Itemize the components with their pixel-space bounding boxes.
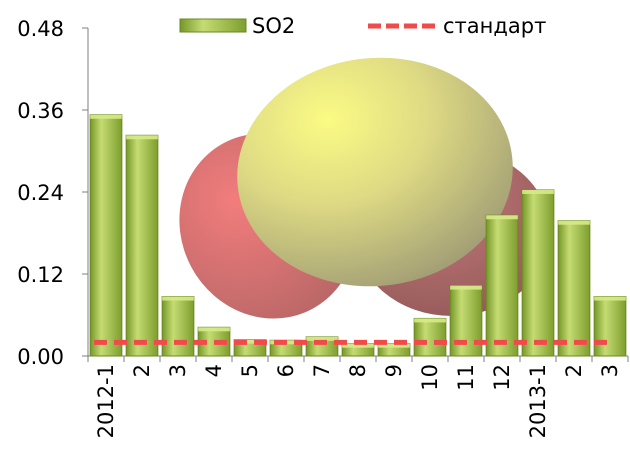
x-tick-label: 11 xyxy=(454,364,478,391)
x-tick-label: 2 xyxy=(130,364,154,377)
so2-bar-top xyxy=(378,343,410,348)
so2-bar-top xyxy=(486,215,518,220)
so2-bar-top xyxy=(558,220,590,225)
so2-bar xyxy=(485,214,519,357)
legend-label-standard: стандарт xyxy=(443,14,546,38)
legend-swatch-so2 xyxy=(179,18,247,33)
so2-bar-top xyxy=(522,189,554,194)
y-tick-label: 0.24 xyxy=(17,181,64,205)
so2-bar xyxy=(125,134,159,357)
x-tick-label: 2013-1 xyxy=(526,364,550,438)
so2-bar-top xyxy=(198,327,230,332)
so2-bar xyxy=(89,114,123,357)
so2-bar-top xyxy=(450,285,482,290)
so2-bar-top xyxy=(162,296,194,301)
x-tick-label: 3 xyxy=(598,364,622,377)
y-tick-label: 0.12 xyxy=(17,263,64,287)
y-tick-label: 0.48 xyxy=(17,17,64,41)
so2-bar-top xyxy=(594,296,626,301)
so2-bars xyxy=(89,114,627,357)
x-tick-label: 10 xyxy=(418,364,442,391)
so2-bar xyxy=(521,189,555,357)
x-axis: 2012-1 2 3 4 5 6 7 8 9 10 11 12 2013-1 2 3 xyxy=(87,355,629,438)
so2-bar-top xyxy=(342,343,374,348)
sulfur-atom xyxy=(237,57,513,287)
x-tick-label: 7 xyxy=(310,364,334,377)
legend-label-so2: SO2 xyxy=(252,14,295,38)
so2-bar xyxy=(449,285,483,357)
so2-bar-top xyxy=(126,135,158,140)
x-tick-label: 3 xyxy=(166,364,190,377)
so2-bar-top xyxy=(306,336,338,341)
so2-bar xyxy=(557,220,591,357)
x-tick-label: 5 xyxy=(238,364,262,377)
y-tick-label: 0.00 xyxy=(17,345,64,369)
x-tick-label: 12 xyxy=(490,364,514,391)
x-tick-label: 9 xyxy=(382,364,406,377)
x-tick-label: 4 xyxy=(202,364,226,377)
so2-bar xyxy=(593,296,627,357)
so2-bar xyxy=(161,296,195,357)
so2-molecule-illustration xyxy=(179,57,550,319)
x-tick-label: 8 xyxy=(346,364,370,377)
legend: SO2 стандарт xyxy=(179,14,546,38)
so2-bar-top xyxy=(414,318,446,323)
y-axis: 0.00 0.12 0.24 0.36 0.48 xyxy=(17,17,89,369)
x-tick-label: 2 xyxy=(562,364,586,377)
so2-bar-top xyxy=(90,114,122,119)
so2-bar-top xyxy=(234,339,266,344)
so2-bar xyxy=(413,317,447,357)
x-tick-label: 6 xyxy=(274,364,298,377)
y-tick-label: 0.36 xyxy=(17,99,64,123)
x-tick-label: 2012-1 xyxy=(94,364,118,438)
